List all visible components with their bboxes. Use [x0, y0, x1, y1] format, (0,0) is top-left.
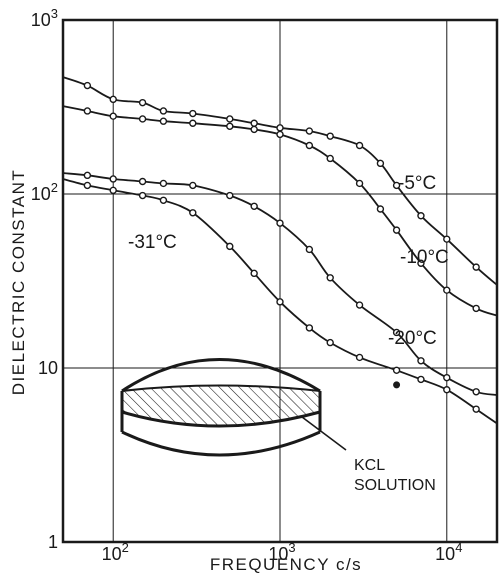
x-tick-label-0: 102: [102, 540, 129, 564]
point-minus-10c-15: [443, 286, 451, 294]
point-minus-5c-16: [472, 263, 480, 271]
point-minus-5c-5: [189, 109, 197, 118]
point-minus-31c-13: [417, 375, 425, 384]
x-tick-label-1: 103: [268, 540, 295, 564]
point-minus-10c-5: [189, 119, 197, 127]
point-minus-31c-8: [276, 298, 284, 306]
point-minus-10c-2: [109, 112, 117, 120]
point-minus-20c-4: [159, 179, 168, 188]
curve-labels: -5°C -10°C -20°C -31°C: [128, 173, 449, 349]
point-minus-20c-15: [472, 388, 480, 396]
point-minus-31c-5: [189, 209, 197, 217]
y-tick-labels: 1 10 102 103: [31, 6, 58, 552]
point-minus-5c-6: [226, 115, 234, 123]
point-minus-5c-10: [326, 132, 334, 140]
hatched-solution-layer: [122, 385, 320, 426]
point-minus-10c-13: [392, 226, 401, 234]
point-minus-10c-11: [355, 179, 364, 188]
point-minus-31c-10: [326, 338, 334, 347]
point-minus-31c-3: [138, 191, 147, 200]
point-minus-5c-12: [376, 159, 385, 168]
point-minus-20c-11: [355, 301, 364, 309]
point-minus-31c-1: [83, 181, 92, 190]
point-minus-31c-15: [472, 405, 480, 413]
point-minus-10c-10: [326, 154, 334, 163]
point-minus-5c-1: [83, 81, 92, 90]
point-minus-10c-4: [159, 117, 168, 125]
point-minus-31c-9: [305, 324, 314, 332]
point-minus-20c-12: [392, 328, 401, 337]
point-minus-10c-3: [138, 115, 147, 123]
y-tick-label-3: 103: [31, 6, 58, 30]
point-minus-10c-9: [305, 141, 314, 150]
point-minus-5c-2: [109, 95, 117, 104]
point-minus-5c-11: [355, 141, 364, 150]
point-minus-20c-10: [326, 274, 334, 282]
point-minus-10c-14: [417, 259, 425, 267]
point-minus-5c-15: [443, 235, 451, 243]
y-axis-title: DIELECTRIC CONSTANT: [9, 169, 28, 396]
point-minus-31c-14: [443, 386, 451, 394]
y-tick-label-1: 10: [38, 358, 58, 378]
curve-label-minus-10c: -10°C: [400, 247, 449, 268]
grid-lines: [63, 20, 497, 542]
point-minus-10c-16: [472, 304, 480, 313]
point-minus-10c-1: [83, 107, 92, 115]
point-minus-10c-12: [376, 205, 385, 213]
point-minus-31c-7: [250, 269, 258, 278]
x-tick-labels: 102 103 104: [102, 540, 463, 564]
point-minus-5c-4: [159, 107, 168, 115]
point-minus-31c-11: [355, 353, 364, 362]
point-minus-5c-9: [305, 127, 314, 135]
point-minus-5c-8: [276, 124, 284, 132]
point-minus-5c-7: [250, 119, 258, 127]
point-minus-20c-5: [189, 181, 197, 190]
point-minus-20c-6: [226, 191, 234, 200]
extra-point-0: [393, 381, 401, 389]
point-minus-10c-6: [226, 122, 234, 130]
curve-label-minus-31c: -31°C: [128, 232, 177, 253]
point-minus-20c-8: [276, 219, 284, 227]
point-minus-31c-6: [226, 242, 234, 251]
x-axis-title: FREQUENCY c/s: [210, 555, 362, 574]
point-minus-10c-7: [250, 125, 258, 134]
curve-label-minus-5c: -5°C: [398, 173, 436, 194]
point-minus-20c-2: [109, 175, 117, 183]
lens-top-shell: [121, 358, 321, 393]
solution-lower-edge: [121, 410, 321, 428]
point-minus-5c-14: [417, 212, 425, 220]
y-tick-label-0: 1: [48, 532, 58, 552]
inset-label-line2: SOLUTION: [354, 477, 436, 494]
point-minus-20c-3: [138, 177, 147, 186]
solution-top-edge: [121, 384, 321, 392]
point-minus-20c-1: [83, 171, 92, 180]
plot-frame: [61, 18, 499, 544]
y-tick-label-2: 102: [31, 180, 58, 204]
inset-label-line1: KCL: [354, 457, 385, 474]
markers-group: [83, 81, 480, 413]
curve-label-minus-20c: -20°C: [388, 328, 437, 349]
kcl-pointer-line: [301, 416, 347, 451]
point-minus-20c-13: [417, 357, 425, 365]
point-minus-20c-9: [305, 245, 314, 254]
lens-bottom-shell: [121, 430, 321, 457]
point-minus-31c-4: [159, 196, 168, 205]
point-minus-10c-8: [276, 130, 284, 139]
point-minus-20c-14: [443, 373, 451, 382]
point-minus-31c-2: [109, 186, 117, 195]
point-minus-31c-12: [392, 366, 401, 375]
point-minus-5c-13: [392, 181, 401, 190]
x-tick-label-2: 104: [435, 540, 462, 564]
point-minus-5c-3: [138, 98, 147, 107]
point-minus-20c-7: [250, 202, 258, 210]
inset-diagram: [120, 358, 347, 457]
